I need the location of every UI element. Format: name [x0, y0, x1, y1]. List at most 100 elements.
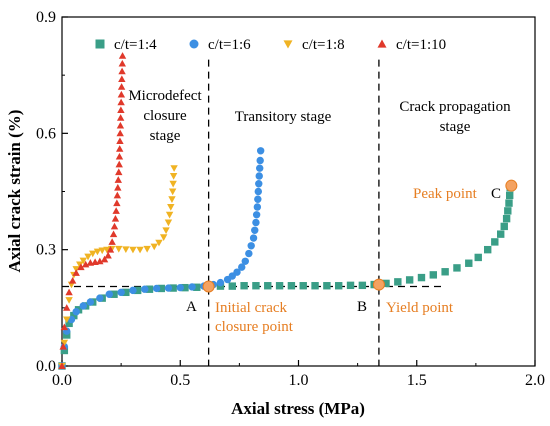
- data-point: [275, 282, 284, 290]
- reference-lines: [62, 59, 446, 366]
- legend-marker: [95, 39, 105, 49]
- y-tick-label: 0.6: [36, 125, 56, 142]
- data-point: [247, 242, 255, 250]
- data-point: [116, 121, 125, 129]
- data-point: [159, 234, 168, 241]
- series-layer: [58, 52, 514, 370]
- data-point: [68, 276, 77, 284]
- data-point: [110, 290, 118, 298]
- data-point: [116, 129, 124, 137]
- data-point: [141, 285, 149, 293]
- letter-a: A: [186, 299, 197, 315]
- data-point: [113, 191, 122, 199]
- axes: 0.0 0.5 1.0 1.5 2.0 0.0 0.3 0.6 0.9: [36, 9, 545, 389]
- data-point: [358, 281, 367, 290]
- data-point: [256, 147, 265, 155]
- data-point: [65, 297, 73, 304]
- data-point: [162, 227, 170, 234]
- data-point: [252, 218, 260, 227]
- data-point: [429, 271, 438, 279]
- data-point: [157, 284, 166, 293]
- data-point: [150, 243, 158, 251]
- data-point: [111, 214, 120, 222]
- legend-marker: [283, 40, 293, 49]
- legend: c/t=1:4 c/t=1:6 c/t=1:8 c/t=1:10: [95, 37, 446, 53]
- data-point: [79, 302, 87, 310]
- data-point: [76, 261, 84, 269]
- data-point: [116, 145, 124, 152]
- data-point: [117, 90, 126, 98]
- data-point: [65, 319, 73, 328]
- data-point: [254, 195, 262, 203]
- data-point: [287, 282, 296, 290]
- data-point: [382, 279, 390, 288]
- data-point: [169, 180, 177, 188]
- data-point: [77, 263, 85, 271]
- data-point: [256, 156, 264, 165]
- annotation-yield-point: Yield point: [386, 300, 454, 316]
- series-1: [58, 183, 514, 370]
- data-point: [176, 283, 184, 292]
- data-point: [133, 286, 142, 295]
- stage-label-microdefect-1: Microdefect: [128, 88, 202, 104]
- data-point: [65, 288, 73, 296]
- stage-label-microdefect-2: closure: [143, 108, 187, 124]
- data-point: [164, 219, 173, 227]
- data-point: [474, 253, 482, 262]
- data-point: [502, 214, 511, 223]
- data-point: [505, 199, 513, 207]
- data-point: [299, 282, 307, 290]
- data-point: [60, 323, 69, 331]
- data-point: [255, 180, 263, 188]
- data-point: [93, 248, 102, 256]
- x-tick-label: 2.0: [525, 372, 545, 389]
- data-point: [96, 294, 104, 302]
- data-point: [441, 268, 449, 276]
- annotation-initial-crack-1: Initial crack: [215, 300, 288, 316]
- data-point: [145, 285, 154, 293]
- data-point: [169, 173, 178, 180]
- data-point: [152, 284, 161, 293]
- data-point: [115, 168, 123, 176]
- data-point: [497, 230, 505, 238]
- data-point: [115, 152, 124, 160]
- data-point: [113, 199, 121, 207]
- data-point: [109, 230, 118, 238]
- legend-marker: [189, 39, 199, 49]
- legend-label: c/t=1:8: [302, 37, 345, 53]
- data-point: [256, 164, 264, 172]
- data-point: [168, 188, 177, 196]
- data-point: [453, 264, 461, 272]
- key-point-c: [505, 179, 518, 192]
- data-point: [323, 282, 331, 290]
- data-point: [170, 165, 178, 172]
- data-point: [59, 342, 67, 350]
- data-point: [346, 281, 355, 290]
- data-point: [104, 251, 112, 259]
- data-point: [70, 311, 78, 320]
- data-point: [117, 83, 126, 90]
- data-point: [500, 222, 508, 231]
- data-point: [79, 257, 87, 265]
- data-point: [72, 269, 80, 276]
- data-point: [505, 191, 514, 200]
- data-point: [484, 245, 492, 254]
- data-point: [115, 160, 123, 168]
- key-points: [202, 179, 518, 293]
- data-point: [116, 114, 125, 121]
- stage-label-microdefect-3: stage: [150, 128, 181, 144]
- data-point: [193, 283, 201, 291]
- stage-label-transitory: Transitory stage: [235, 109, 332, 125]
- data-point: [394, 278, 402, 286]
- data-point: [118, 67, 126, 75]
- data-point: [255, 172, 263, 180]
- data-point: [114, 176, 122, 183]
- data-point: [238, 263, 246, 271]
- data-point: [96, 257, 104, 265]
- data-point: [72, 308, 80, 316]
- data-point: [114, 183, 122, 191]
- data-point: [84, 253, 92, 261]
- legend-label: c/t=1:10: [396, 37, 446, 53]
- data-point: [112, 207, 120, 214]
